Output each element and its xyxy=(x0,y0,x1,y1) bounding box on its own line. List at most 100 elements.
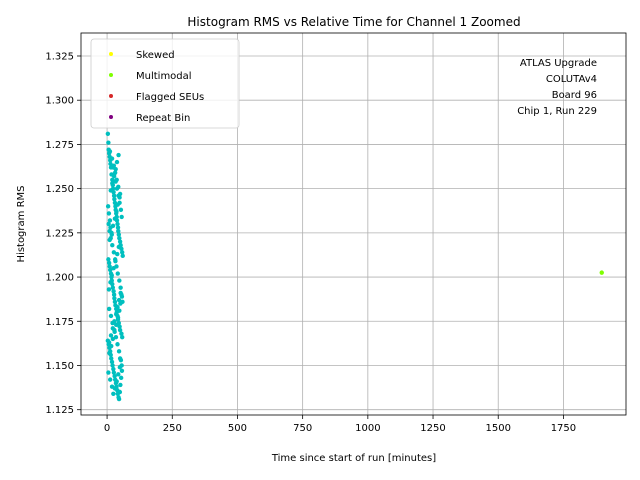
data-point xyxy=(119,331,124,336)
y-tick-label: 1.300 xyxy=(45,96,74,107)
data-point xyxy=(112,319,117,324)
data-point xyxy=(117,308,122,313)
data-point xyxy=(106,140,111,145)
data-point xyxy=(120,253,125,259)
data-point xyxy=(116,228,121,234)
data-point xyxy=(118,301,123,306)
data-point xyxy=(111,250,117,255)
data-point xyxy=(120,250,125,255)
data-point xyxy=(117,235,122,241)
data-point xyxy=(116,297,122,303)
data-point xyxy=(119,214,124,220)
data-point xyxy=(111,292,117,297)
legend-entry: Repeat Bin xyxy=(136,113,190,124)
legend-marker xyxy=(109,94,113,98)
legend-marker xyxy=(109,115,113,119)
data-point xyxy=(107,218,113,223)
legend-entry: Skewed xyxy=(136,50,175,61)
data-point xyxy=(110,285,116,290)
data-point xyxy=(116,232,122,237)
data-point xyxy=(117,191,123,197)
data-point xyxy=(107,350,112,356)
y-tick-label: 1.325 xyxy=(45,51,74,62)
y-tick-label: 1.275 xyxy=(45,140,74,151)
y-axis-label: Histogram RMS xyxy=(16,186,27,263)
data-point xyxy=(118,357,124,363)
y-tick-label: 1.125 xyxy=(45,405,74,416)
legend-entry: Flagged SEUs xyxy=(136,92,204,103)
data-point xyxy=(108,267,113,273)
legend-marker xyxy=(109,52,113,56)
data-point xyxy=(112,329,117,335)
data-point xyxy=(112,296,117,301)
data-point xyxy=(112,373,117,379)
data-point xyxy=(106,340,112,345)
data-point xyxy=(117,365,123,370)
data-point xyxy=(116,349,122,354)
data-point xyxy=(116,396,122,402)
data-point xyxy=(109,343,114,349)
data-point xyxy=(114,177,119,182)
data-point xyxy=(106,260,112,266)
data-point xyxy=(113,166,118,172)
data-point xyxy=(112,299,118,305)
data-point xyxy=(106,257,111,262)
legend-entry: Multimodal xyxy=(136,71,192,82)
x-tick-label: 250 xyxy=(163,423,182,434)
data-point xyxy=(110,181,115,186)
data-point xyxy=(111,266,116,271)
data-point xyxy=(107,237,112,243)
data-point xyxy=(115,225,121,230)
annotation-line: Board 96 xyxy=(552,90,597,101)
data-point xyxy=(113,258,118,264)
data-point xyxy=(106,287,112,292)
chart-title: Histogram RMS vs Relative Time for Chann… xyxy=(187,15,520,29)
x-tick-label: 1250 xyxy=(420,423,445,434)
data-point xyxy=(115,251,120,257)
data-point xyxy=(106,221,111,227)
legend-marker xyxy=(109,73,113,77)
data-point xyxy=(106,306,112,312)
x-axis-ticks: 0 250 500 750 1000 1250 1500 1750 xyxy=(104,415,576,434)
data-point xyxy=(117,195,122,200)
data-point xyxy=(109,359,115,365)
data-point xyxy=(118,285,123,290)
data-point xyxy=(108,188,113,193)
y-tick-label: 1.200 xyxy=(45,273,74,284)
data-point xyxy=(110,243,115,248)
data-point xyxy=(115,342,120,347)
data-point xyxy=(117,239,123,244)
data-point xyxy=(118,207,124,213)
data-point xyxy=(108,333,114,338)
x-tick-label: 1500 xyxy=(485,423,510,434)
x-tick-label: 1750 xyxy=(551,423,576,434)
data-point xyxy=(109,230,114,236)
y-tick-label: 1.250 xyxy=(45,184,74,195)
data-point xyxy=(117,278,122,283)
annotation-line: Chip 1, Run 229 xyxy=(517,106,597,117)
x-tick-label: 0 xyxy=(104,423,110,434)
data-point xyxy=(106,211,112,216)
y-axis-ticks: 1.125 1.150 1.175 1.200 1.225 1.250 1.275 1.300… xyxy=(45,51,81,416)
data-point xyxy=(109,273,114,278)
data-point xyxy=(119,368,125,373)
y-tick-label: 1.175 xyxy=(45,317,74,328)
data-point xyxy=(109,356,114,361)
data-point xyxy=(120,334,125,340)
data-point xyxy=(115,271,120,276)
data-point xyxy=(115,221,120,227)
flagged-data-point xyxy=(599,270,604,275)
data-point xyxy=(111,174,117,179)
data-point xyxy=(115,315,121,320)
data-point xyxy=(105,204,111,209)
data-point xyxy=(111,289,116,294)
data-point xyxy=(110,326,116,331)
run-annotation: ATLAS Upgrade COLUTAv4 Board 96 Chip 1, Run… xyxy=(517,58,597,117)
legend: Skewed Multimodal Flagged SEUs Repeat Bin xyxy=(90,38,240,129)
annotation-line: COLUTAv4 xyxy=(546,74,597,85)
data-points xyxy=(105,131,604,402)
data-point xyxy=(114,322,119,328)
x-axis-label: Time since start of run [minutes] xyxy=(271,453,436,464)
data-point xyxy=(118,290,123,296)
